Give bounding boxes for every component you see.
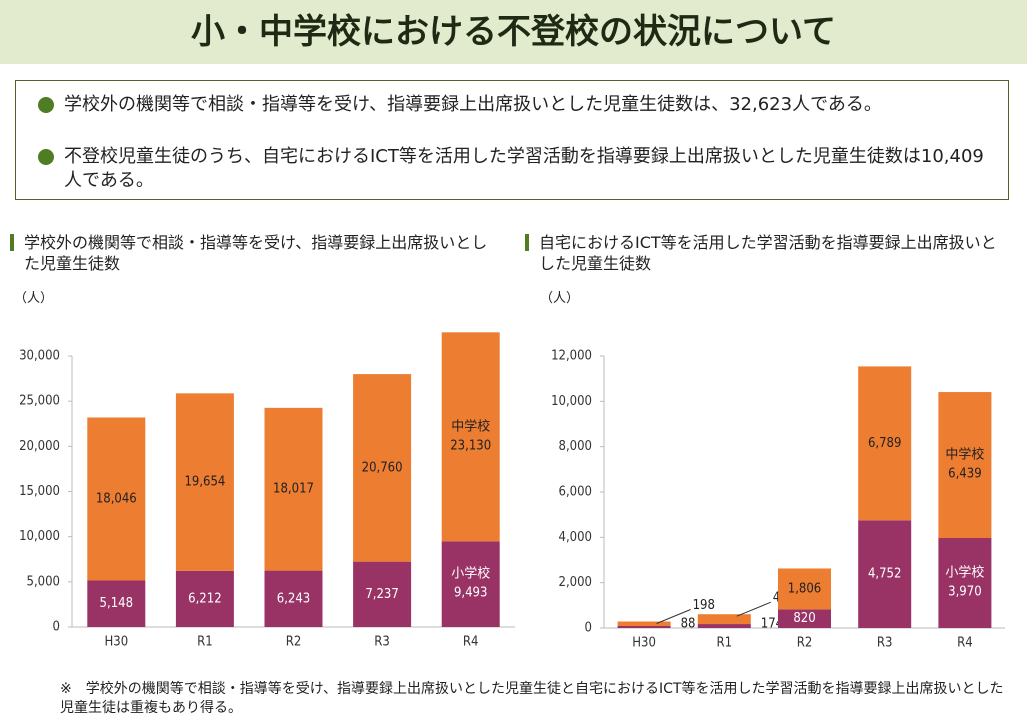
bar-segment <box>87 580 146 627</box>
value-label: 820 <box>793 611 815 626</box>
y-tick-label: 30,000 <box>19 349 60 364</box>
unit-label: （人） <box>14 291 54 306</box>
bar-segment <box>175 393 234 571</box>
y-tick-label: 0 <box>585 621 592 636</box>
bar-segment <box>858 366 912 521</box>
legend-label: 小学校 <box>945 565 984 581</box>
value-label: 23,130 <box>450 438 491 453</box>
y-tick-label: 20,000 <box>19 439 60 454</box>
y-tick-label: 6,000 <box>559 485 592 500</box>
y-tick-label: 8,000 <box>559 439 592 454</box>
chart-title: 学校外の機関等で相談・指導等を受け、指導要録上出席扱いとした児童生徒数 <box>10 232 494 274</box>
value-label: 4,752 <box>868 567 901 582</box>
y-tick-label: 5,000 <box>27 574 60 589</box>
y-tick-label: 10,000 <box>19 529 60 544</box>
value-label: 7,237 <box>365 587 398 602</box>
x-tick-label: H30 <box>104 635 128 650</box>
value-label: 19,654 <box>184 475 225 490</box>
bar-segment <box>778 568 831 610</box>
value-label: 20,760 <box>362 460 403 475</box>
legend-label: 中学校 <box>945 447 984 463</box>
footnote: ※ 学校外の機関等で相談・指導等を受け、指導要録上出席扱いとした児童生徒と自宅に… <box>60 681 1004 716</box>
value-label: 6,439 <box>948 467 981 482</box>
x-tick-label: R1 <box>717 636 733 651</box>
x-tick-label: R2 <box>286 635 302 650</box>
x-tick-label: R2 <box>797 636 813 651</box>
summary-box: 学校外の機関等で相談・指導等を受け、指導要録上出席扱いとした児童生徒数は、32,… <box>15 80 1009 200</box>
x-tick-label: R4 <box>463 635 479 650</box>
value-label: 88 <box>681 617 696 632</box>
bar-segment <box>87 417 146 581</box>
x-tick-label: R4 <box>957 636 973 651</box>
bar-segment <box>441 332 500 542</box>
bar-segment <box>175 570 234 627</box>
value-label: 1,806 <box>788 581 821 596</box>
bar-segment <box>353 374 412 562</box>
value-label: 18,017 <box>273 482 314 497</box>
value-label: 174 <box>761 617 783 632</box>
value-label: 5,148 <box>100 596 133 611</box>
bar-segment <box>264 570 323 627</box>
bar-segment <box>697 614 751 625</box>
y-tick-label: 15,000 <box>19 484 60 499</box>
bar-segment <box>353 561 412 627</box>
leader-line <box>736 601 771 617</box>
y-tick-label: 10,000 <box>551 394 592 409</box>
bar-segment <box>264 407 323 571</box>
bar-segment <box>697 624 751 628</box>
bar-segment <box>938 392 992 539</box>
x-tick-label: R3 <box>877 636 893 651</box>
y-tick-label: 4,000 <box>559 530 592 545</box>
value-label: 198 <box>693 598 715 613</box>
x-tick-label: H30 <box>632 636 656 651</box>
bar-segment <box>617 626 671 628</box>
value-label: 9,493 <box>454 586 487 601</box>
legend-label: 中学校 <box>451 418 490 434</box>
bar-segment <box>938 538 992 628</box>
bar-segment <box>617 621 671 627</box>
x-tick-label: R1 <box>197 635 213 650</box>
y-tick-label: 25,000 <box>19 394 60 409</box>
leader-line <box>656 609 691 624</box>
y-tick-label: 2,000 <box>559 575 592 590</box>
unit-label: （人） <box>540 291 580 306</box>
bar-segment <box>858 520 912 628</box>
y-tick-label: 0 <box>53 620 60 635</box>
legend-label: 小学校 <box>451 566 490 582</box>
bullet: 不登校児童生徒のうち、自宅におけるICT等を活用した学習活動を指導要録上出席扱い… <box>38 145 994 193</box>
value-label: 3,970 <box>948 585 981 600</box>
y-tick-label: 12,000 <box>551 349 592 364</box>
x-tick-label: R3 <box>374 635 390 650</box>
chart-title: 自宅におけるICT等を活用した学習活動を指導要録上出席扱いとした児童生徒数 <box>525 232 1009 274</box>
bar-segment <box>778 609 831 628</box>
value-label: 6,243 <box>277 591 310 606</box>
value-label: 18,046 <box>96 491 137 506</box>
bullet: 学校外の機関等で相談・指導等を受け、指導要録上出席扱いとした児童生徒数は、32,… <box>38 93 994 117</box>
page-title: 小・中学校における不登校の状況について <box>0 0 1027 64</box>
value-label: 6,212 <box>188 591 221 606</box>
value-label: 6,789 <box>868 436 901 451</box>
bar-segment <box>441 541 500 627</box>
